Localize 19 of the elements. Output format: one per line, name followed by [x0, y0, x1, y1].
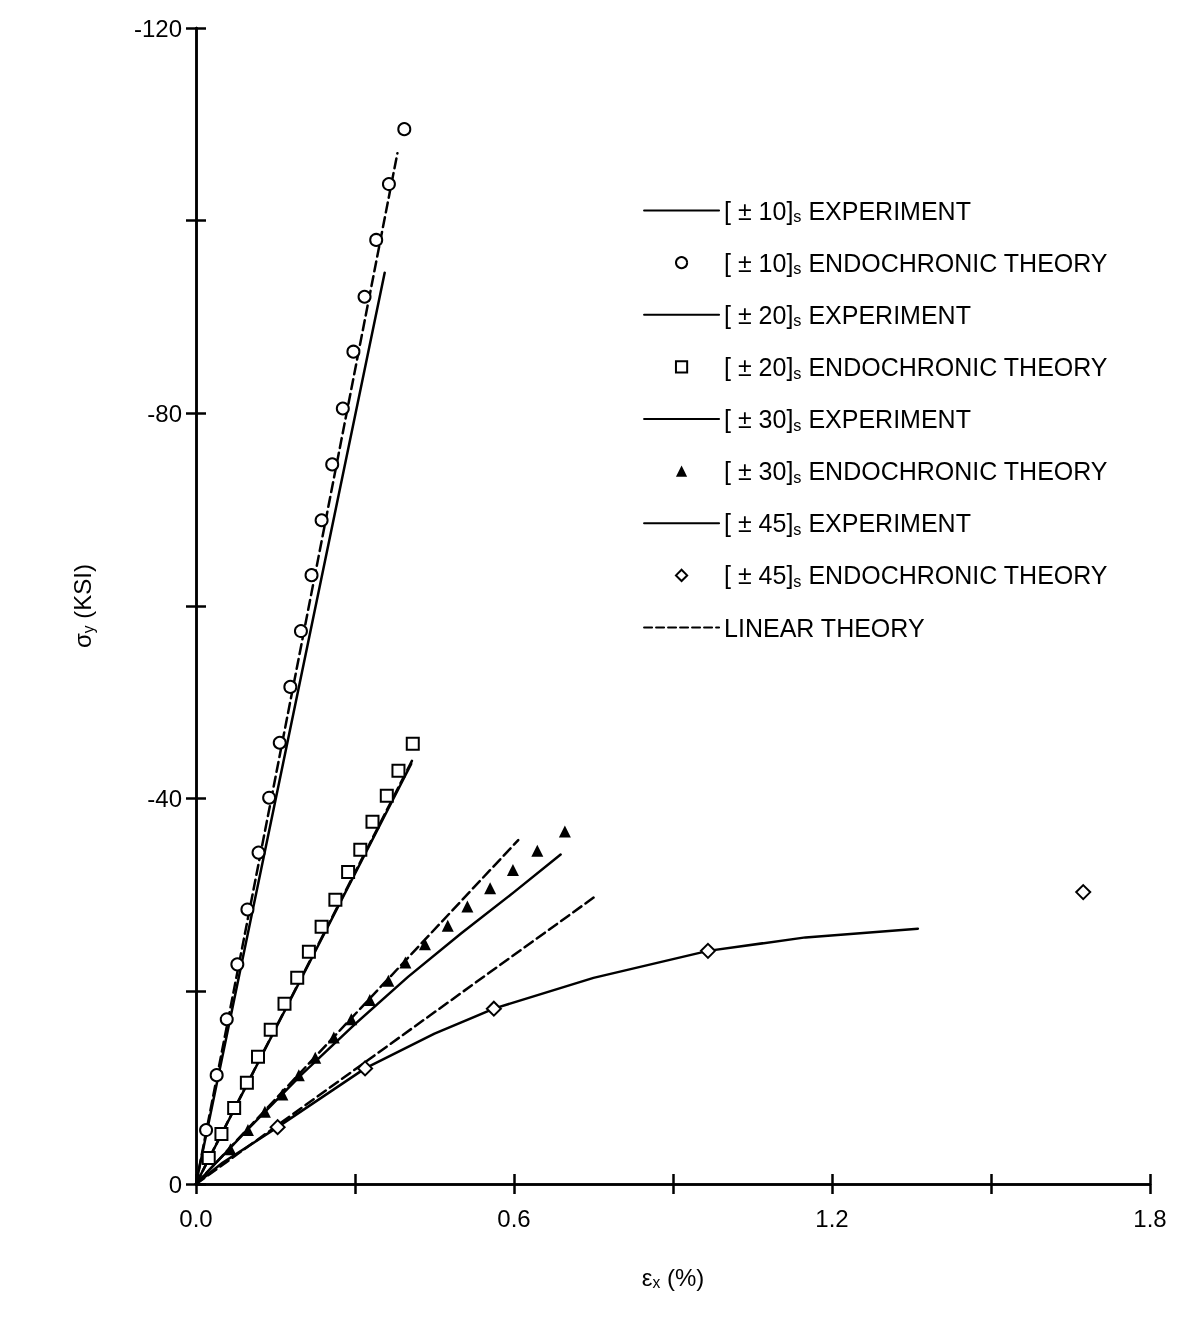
y-tick-label: -120: [133, 14, 182, 42]
legend-label: LINEAR THEORY: [724, 613, 925, 642]
x-tick-label: 0.6: [497, 1204, 531, 1232]
legend-label: [ ± 30]s ENDOCHRONIC THEORY: [724, 457, 1108, 486]
legend-label: [ ± 20]s ENDOCHRONIC THEORY: [724, 352, 1108, 382]
y-tick-label: -40: [147, 785, 182, 813]
legend-label: [ ± 10]s EXPERIMENT: [724, 196, 971, 226]
legend-label: [ ± 10]s ENDOCHRONIC THEORY: [724, 248, 1108, 278]
y-axis-title: σy (KSI): [69, 564, 97, 648]
x-tick-label: 1.2: [815, 1204, 849, 1232]
y-tick-label: 0: [168, 1170, 182, 1198]
legend-label: [ ± 45]s ENDOCHRONIC THEORY: [724, 561, 1108, 590]
x-tick-label: 0.0: [179, 1204, 213, 1232]
x-axis-title: εx (%): [641, 1263, 705, 1292]
legend-label: [ ± 20]s EXPERIMENT: [724, 300, 971, 330]
legend-label: [ ± 45]s EXPERIMENT: [724, 509, 971, 538]
legend-label: [ ± 30]s EXPERIMENT: [724, 405, 971, 434]
x-tick-label: 1.8: [1133, 1204, 1167, 1232]
y-tick-label: -80: [147, 399, 182, 427]
